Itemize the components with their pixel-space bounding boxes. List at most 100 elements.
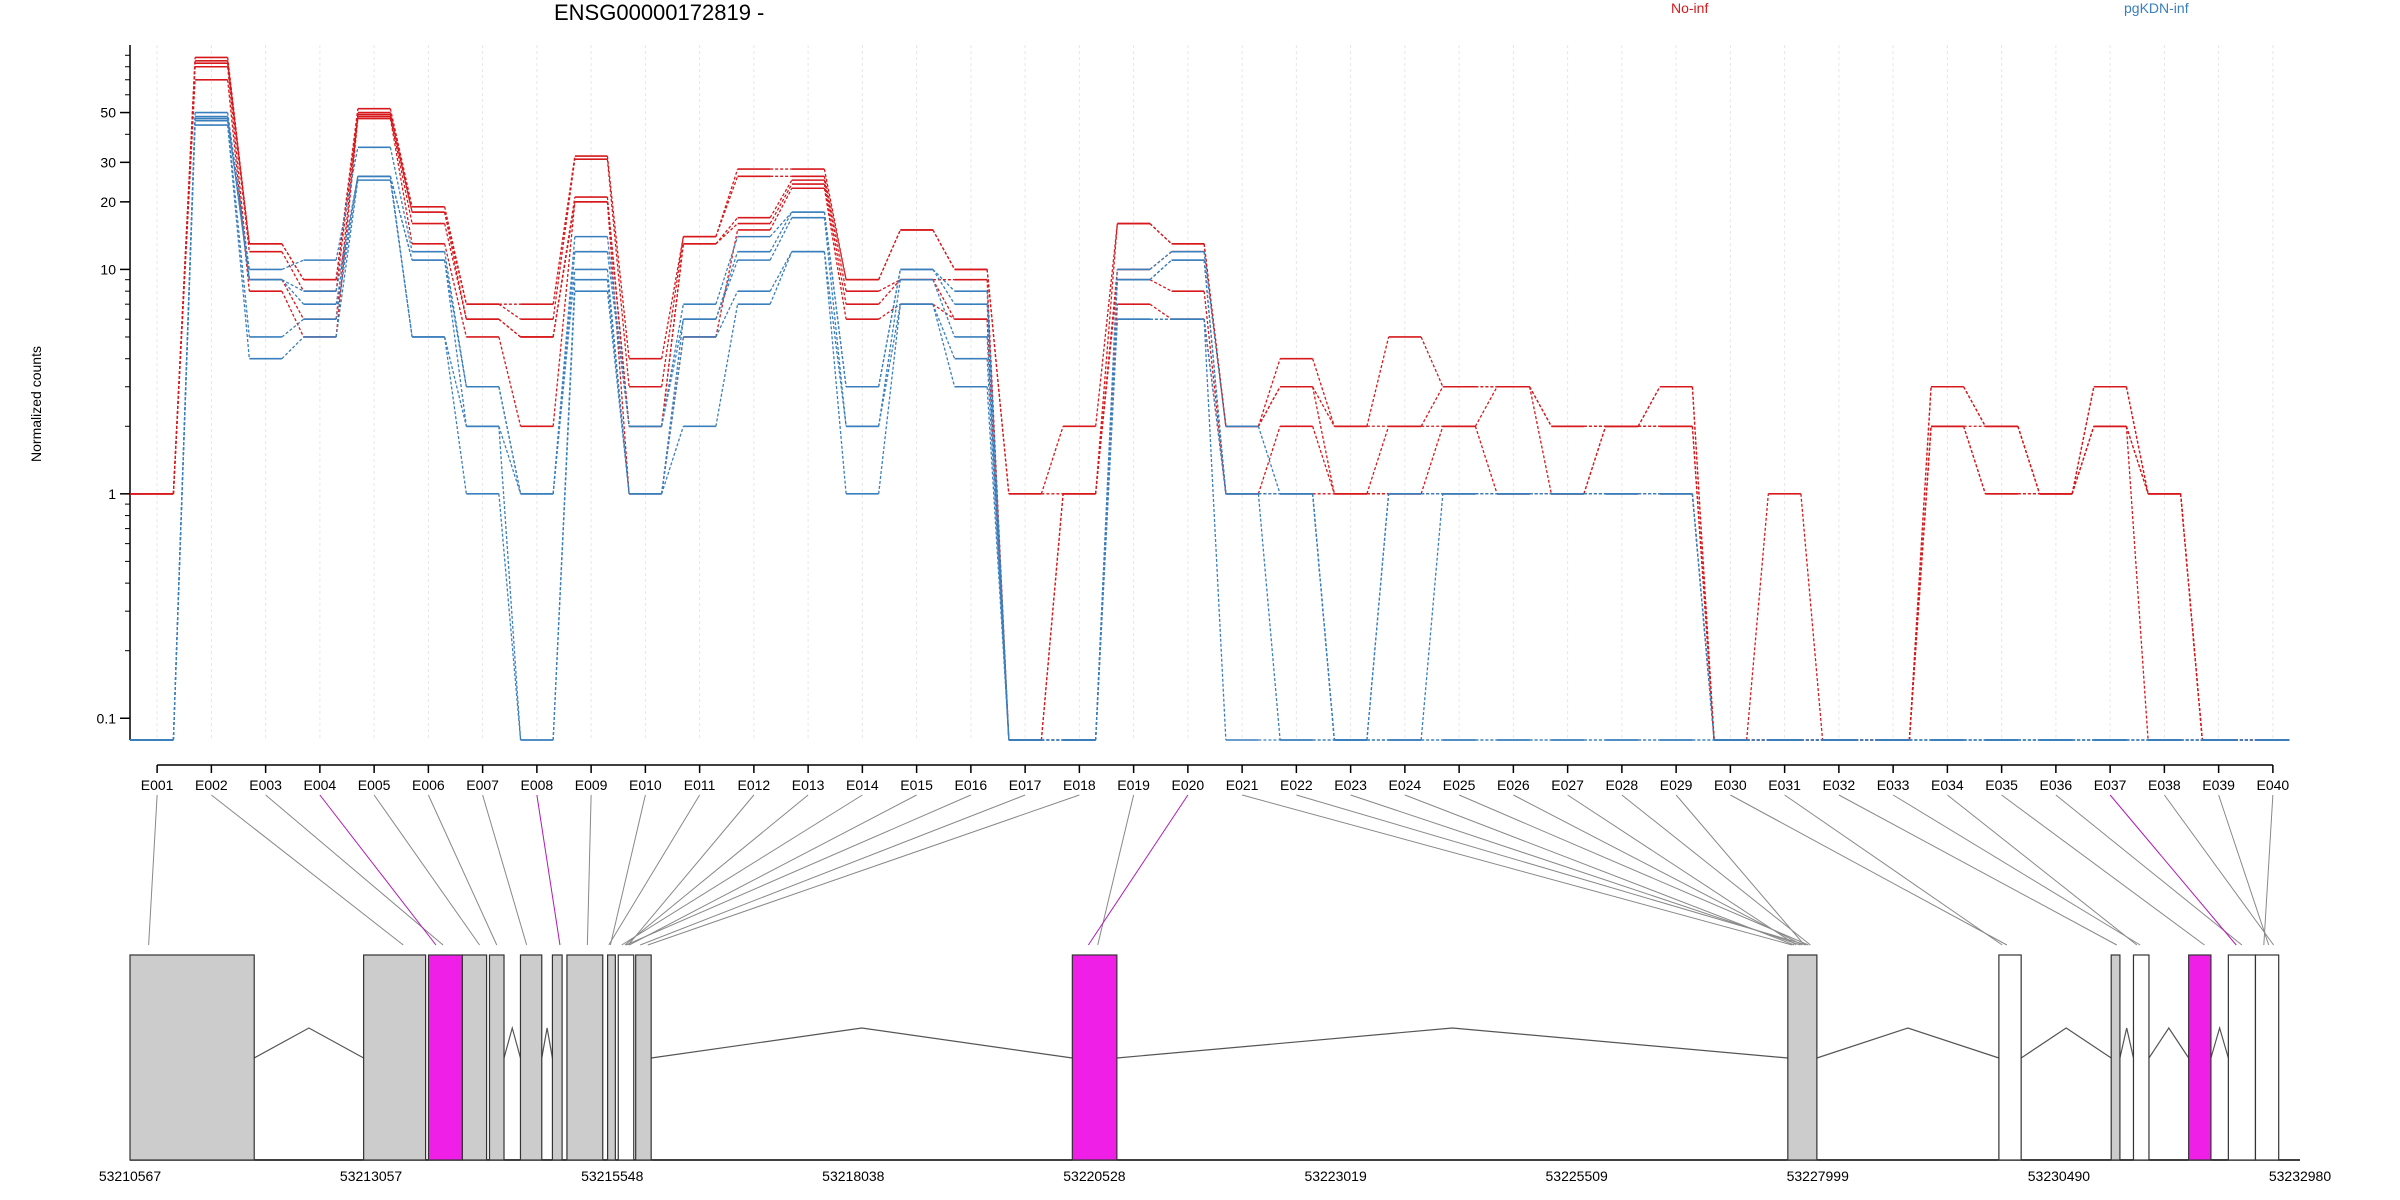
series-connector <box>335 176 359 305</box>
exon-box-6 <box>551 954 563 1161</box>
intron-line <box>1816 1027 2000 1059</box>
series-connector <box>227 120 250 338</box>
series-connector <box>606 201 630 427</box>
series-connector <box>823 217 847 427</box>
intron-line <box>2210 1025 2229 1059</box>
x-tick-label: E040 <box>2257 777 2290 793</box>
series-connector <box>444 212 467 320</box>
series-connector <box>715 290 739 338</box>
y-tick-label: 50 <box>100 105 116 121</box>
x-tick-label: E038 <box>2148 777 2181 793</box>
exon-connector <box>639 794 1026 946</box>
series-connector <box>281 290 305 338</box>
coordinate-tick-label: 53232980 <box>2269 1168 2332 1184</box>
series-connector <box>498 318 522 338</box>
series-connector <box>389 116 413 224</box>
series-connector <box>932 303 955 320</box>
x-tick-label: E011 <box>684 777 716 793</box>
x-tick-label: E023 <box>1334 777 1367 793</box>
x-tick-label: E015 <box>900 777 933 793</box>
series-connector <box>932 269 956 305</box>
series-connector <box>1095 223 1118 427</box>
x-tick-label: E031 <box>1768 777 1801 793</box>
series-connector <box>498 318 522 338</box>
coordinate-tick-label: 53218038 <box>822 1168 885 1184</box>
series-connector <box>281 279 305 305</box>
exon-connector <box>627 794 755 946</box>
series-connector <box>823 212 847 387</box>
series-connector <box>1095 279 1118 494</box>
series-connector <box>227 60 250 244</box>
series-connector <box>715 229 739 338</box>
intron-line <box>1116 1027 1788 1059</box>
series-connector <box>932 304 956 387</box>
series-connector <box>1203 243 1227 427</box>
y-tick-label: 1 <box>108 486 116 502</box>
x-tick-label: E003 <box>249 777 282 793</box>
exon-box-5 <box>519 954 543 1161</box>
series-connector <box>932 279 956 338</box>
exon-connector <box>1513 794 1803 946</box>
series-connector <box>444 243 467 338</box>
series-connector <box>1420 336 1444 388</box>
series-connector <box>1257 386 1281 427</box>
exon-box-3 <box>461 954 488 1161</box>
series-connector <box>606 201 630 494</box>
series-connector <box>661 319 684 427</box>
exon-connector <box>1675 794 1805 946</box>
exon-connector <box>586 794 592 946</box>
series-connector <box>769 251 793 292</box>
x-tick-label: E019 <box>1117 777 1150 793</box>
x-tick-label: E039 <box>2202 777 2235 793</box>
series-connector <box>661 319 684 494</box>
x-tick-label: E020 <box>1172 777 1205 793</box>
exon-connector <box>1097 794 1135 946</box>
intron-line <box>2119 1027 2135 1059</box>
intron-line <box>541 1027 554 1059</box>
series-connector <box>1040 426 1064 495</box>
series-connector <box>661 336 684 494</box>
series-connector <box>1312 386 1335 494</box>
exon-box-12 <box>1787 954 1818 1161</box>
x-tick-label: E036 <box>2040 777 2073 793</box>
series-connector <box>878 304 901 494</box>
series-connector <box>1095 223 1118 494</box>
series-connector <box>1908 426 1932 741</box>
exon-box-10 <box>635 954 652 1161</box>
exon-connector <box>265 794 444 946</box>
series-connector <box>823 188 847 320</box>
series-connector <box>2071 426 2095 495</box>
series-connector <box>1420 426 1444 495</box>
exon-box-15 <box>2132 954 2150 1161</box>
x-tick-label: E001 <box>141 777 174 793</box>
series-connector <box>2017 426 2041 495</box>
intron-line <box>253 1027 364 1059</box>
series-connector <box>769 217 793 261</box>
series-connector <box>389 114 413 213</box>
x-tick-label: E035 <box>1985 777 2018 793</box>
series-connector <box>769 211 793 238</box>
exon-box-8 <box>607 954 616 1161</box>
x-tick-label: E008 <box>521 777 554 793</box>
series-connector <box>552 201 576 338</box>
series-connector <box>2180 493 2203 741</box>
coordinate-tick-label: 53215548 <box>581 1168 644 1184</box>
exon-box-2 <box>427 954 463 1161</box>
series-connector <box>227 112 250 270</box>
series-connector <box>1149 259 1173 281</box>
x-tick-label: E022 <box>1280 777 1313 793</box>
exon-connector <box>211 794 404 946</box>
series-connector <box>281 251 305 292</box>
series-connector <box>823 179 847 292</box>
series-connector <box>1203 319 1227 494</box>
x-tick-label: E027 <box>1551 777 1584 793</box>
series-connector <box>498 303 521 320</box>
series-connector <box>2071 386 2095 494</box>
exon-connector <box>1458 794 1809 946</box>
series-no-inf-0 <box>130 56 2290 741</box>
x-tick-label: E012 <box>738 777 771 793</box>
exon-connector <box>2163 794 2274 946</box>
series-connector <box>715 176 739 237</box>
series-connector <box>335 116 359 320</box>
series-pgkdn-inf-9 <box>130 124 2290 741</box>
